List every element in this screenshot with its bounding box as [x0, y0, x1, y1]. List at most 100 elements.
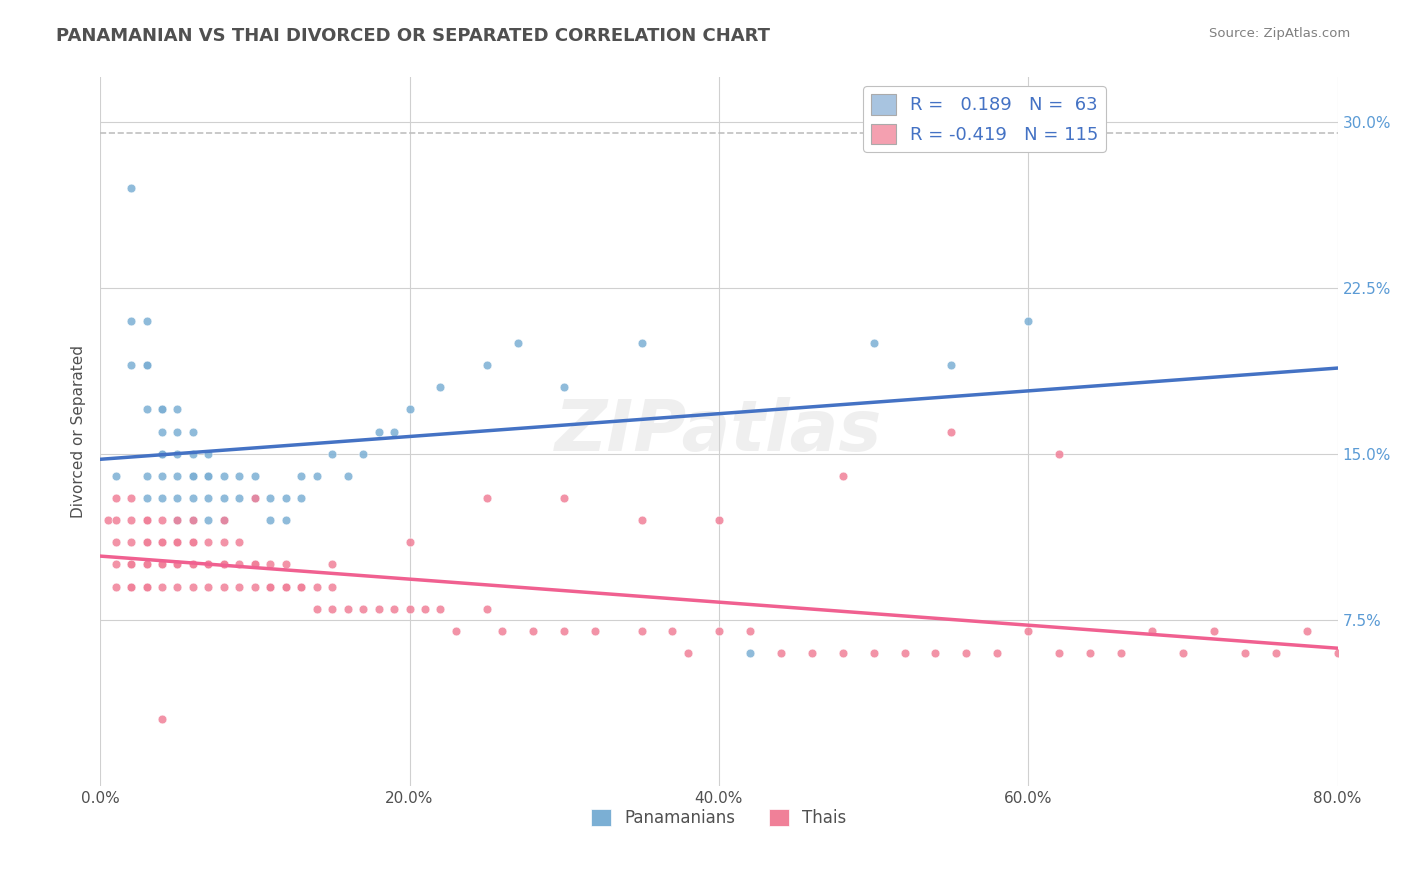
Point	[104, 580, 127, 594]
Point	[367, 601, 389, 615]
Point	[212, 513, 235, 527]
Point	[1078, 646, 1101, 660]
Point	[166, 535, 188, 549]
Point	[336, 469, 359, 483]
Point	[630, 624, 652, 638]
Point	[150, 425, 173, 439]
Point	[305, 601, 328, 615]
Point	[661, 624, 683, 638]
Point	[413, 601, 436, 615]
Point	[181, 425, 204, 439]
Point	[506, 336, 529, 351]
Point	[150, 402, 173, 417]
Point	[862, 336, 884, 351]
Point	[444, 624, 467, 638]
Point	[1264, 646, 1286, 660]
Point	[181, 558, 204, 572]
Point	[398, 402, 420, 417]
Point	[135, 358, 157, 372]
Point	[181, 535, 204, 549]
Point	[135, 491, 157, 505]
Point	[243, 491, 266, 505]
Point	[135, 580, 157, 594]
Point	[181, 513, 204, 527]
Point	[135, 314, 157, 328]
Point	[831, 469, 853, 483]
Point	[150, 535, 173, 549]
Point	[553, 624, 575, 638]
Point	[135, 513, 157, 527]
Point	[197, 447, 219, 461]
Point	[1326, 646, 1348, 660]
Point	[707, 513, 730, 527]
Point	[166, 535, 188, 549]
Point	[939, 425, 962, 439]
Point	[181, 447, 204, 461]
Point	[197, 580, 219, 594]
Point	[259, 580, 281, 594]
Point	[228, 469, 250, 483]
Point	[135, 580, 157, 594]
Point	[181, 469, 204, 483]
Point	[166, 513, 188, 527]
Point	[120, 580, 142, 594]
Point	[228, 580, 250, 594]
Point	[290, 580, 312, 594]
Point	[150, 402, 173, 417]
Point	[166, 491, 188, 505]
Point	[135, 469, 157, 483]
Point	[97, 513, 120, 527]
Point	[228, 491, 250, 505]
Text: PANAMANIAN VS THAI DIVORCED OR SEPARATED CORRELATION CHART: PANAMANIAN VS THAI DIVORCED OR SEPARATED…	[56, 27, 770, 45]
Point	[1140, 624, 1163, 638]
Point	[104, 513, 127, 527]
Point	[212, 558, 235, 572]
Point	[135, 513, 157, 527]
Legend: Panamanians, Thais: Panamanians, Thais	[585, 803, 853, 834]
Point	[150, 558, 173, 572]
Point	[707, 624, 730, 638]
Point	[166, 580, 188, 594]
Point	[243, 491, 266, 505]
Point	[166, 558, 188, 572]
Point	[491, 624, 513, 638]
Point	[352, 601, 374, 615]
Point	[166, 535, 188, 549]
Point	[120, 580, 142, 594]
Point	[290, 491, 312, 505]
Point	[197, 469, 219, 483]
Point	[274, 580, 297, 594]
Point	[290, 469, 312, 483]
Point	[676, 646, 699, 660]
Point	[429, 601, 451, 615]
Point	[553, 380, 575, 394]
Point	[274, 513, 297, 527]
Point	[321, 601, 343, 615]
Point	[553, 491, 575, 505]
Point	[862, 646, 884, 660]
Point	[135, 535, 157, 549]
Point	[181, 580, 204, 594]
Point	[197, 558, 219, 572]
Point	[986, 646, 1008, 660]
Point	[367, 425, 389, 439]
Point	[166, 513, 188, 527]
Point	[738, 646, 761, 660]
Point	[336, 601, 359, 615]
Point	[212, 580, 235, 594]
Point	[120, 558, 142, 572]
Point	[382, 425, 405, 439]
Point	[274, 491, 297, 505]
Point	[1017, 314, 1039, 328]
Point	[630, 336, 652, 351]
Point	[259, 491, 281, 505]
Point	[166, 447, 188, 461]
Point	[104, 469, 127, 483]
Point	[166, 469, 188, 483]
Point	[120, 535, 142, 549]
Point	[831, 646, 853, 660]
Point	[274, 580, 297, 594]
Point	[1233, 646, 1256, 660]
Point	[475, 491, 498, 505]
Point	[769, 646, 792, 660]
